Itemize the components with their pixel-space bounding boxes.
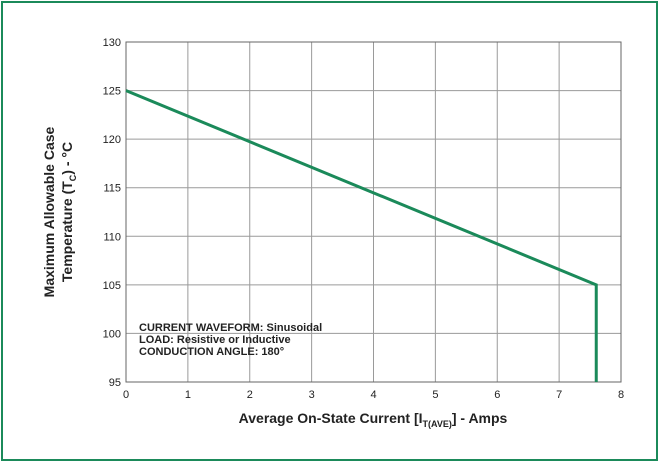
x-tick-label: 4 — [370, 389, 376, 401]
plot-area-border — [125, 41, 622, 383]
chart-frame — [1, 1, 658, 461]
annotation-conduction-angle: CONDUCTION ANGLE: 180° — [139, 346, 284, 358]
y-axis-title-line1: Maximum Allowable Case — [41, 126, 57, 297]
y-axis-title-line2: Temperature (TC) - °C — [59, 142, 78, 282]
x-tick-label: 7 — [556, 389, 562, 401]
series-group — [125, 89, 598, 382]
x-axis-title: Average On-State Current [IT(AVE)] - Amp… — [239, 410, 508, 429]
y-tick-label: 130 — [103, 37, 121, 49]
y-tick-label: 115 — [103, 183, 121, 195]
y-tick-label: 95 — [109, 377, 121, 389]
y-tick-label: 110 — [103, 231, 121, 243]
y-tick-label: 100 — [103, 328, 121, 340]
x-axis-title-tail: ] - Amps — [452, 410, 508, 426]
annotation-block: CURRENT WAVEFORM: Sinusoidal LOAD: Resis… — [139, 322, 322, 358]
series-line-0 — [125, 89, 598, 382]
x-tick-labels: 0 1 2 3 4 5 6 7 8 — [123, 389, 624, 401]
x-tick-label: 1 — [185, 389, 191, 401]
x-tick-label: 6 — [494, 389, 500, 401]
x-axis-title-main: Average On-State Current [I — [239, 410, 423, 426]
x-axis-title-subscript: T(AVE) — [423, 419, 452, 429]
y-axis-title-line2-main: Temperature (T — [59, 181, 75, 282]
annotation-waveform: CURRENT WAVEFORM: Sinusoidal — [139, 322, 322, 334]
y-tick-label: 105 — [103, 280, 121, 292]
annotation-load: LOAD: Resistive or Inductive — [139, 334, 291, 346]
y-tick-labels: 95 100 105 110 115 120 125 130 — [103, 37, 121, 389]
x-tick-label: 3 — [309, 389, 315, 401]
x-tick-label: 5 — [432, 389, 438, 401]
y-tick-label: 125 — [103, 86, 121, 98]
x-tick-label: 0 — [123, 389, 129, 401]
y-tick-label: 120 — [103, 134, 121, 146]
y-axis-title-subscript: C — [68, 174, 78, 181]
y-axis-title-line2-tail: ) - °C — [59, 142, 75, 175]
x-tick-label: 2 — [247, 389, 253, 401]
x-tick-label: 8 — [618, 389, 624, 401]
